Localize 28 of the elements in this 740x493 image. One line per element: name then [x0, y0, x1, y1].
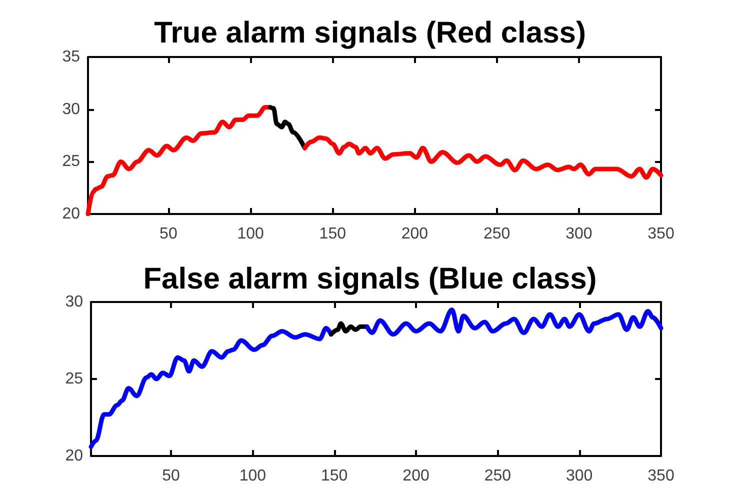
x-tick-label: 300 — [566, 226, 592, 242]
line-series — [88, 325, 334, 449]
x-tick-label: 100 — [237, 226, 264, 242]
x-tick-label: 50 — [162, 467, 180, 484]
x-tick-label: 250 — [483, 226, 510, 242]
x-tick-label: 200 — [402, 467, 430, 484]
x-tick-label: 350 — [648, 226, 674, 242]
y-tick-label: 20 — [65, 447, 84, 464]
line-series — [302, 135, 664, 180]
y-tick-label: 25 — [65, 370, 84, 387]
x-tick-label: 200 — [401, 226, 428, 242]
x-tick-label: 100 — [239, 467, 266, 484]
x-tick-label: 150 — [319, 226, 346, 242]
x-tick-label: 150 — [321, 467, 348, 484]
x-tick-label: 250 — [484, 467, 512, 484]
line-series — [268, 104, 307, 150]
line-series — [86, 104, 272, 216]
y-tick-label: 35 — [62, 48, 80, 66]
y-tick-label: 20 — [62, 206, 80, 222]
y-tick-label: 30 — [65, 293, 84, 310]
x-tick-label: 300 — [566, 467, 593, 484]
chart-title: True alarm signals (Red class) — [154, 16, 586, 50]
line-series — [364, 306, 664, 336]
x-tick-label: 350 — [648, 467, 674, 484]
x-tick-label: 50 — [160, 226, 178, 242]
y-tick-label: 25 — [62, 153, 80, 170]
chart-title: False alarm signals (Blue class) — [143, 262, 597, 295]
y-tick-label: 30 — [62, 100, 80, 118]
